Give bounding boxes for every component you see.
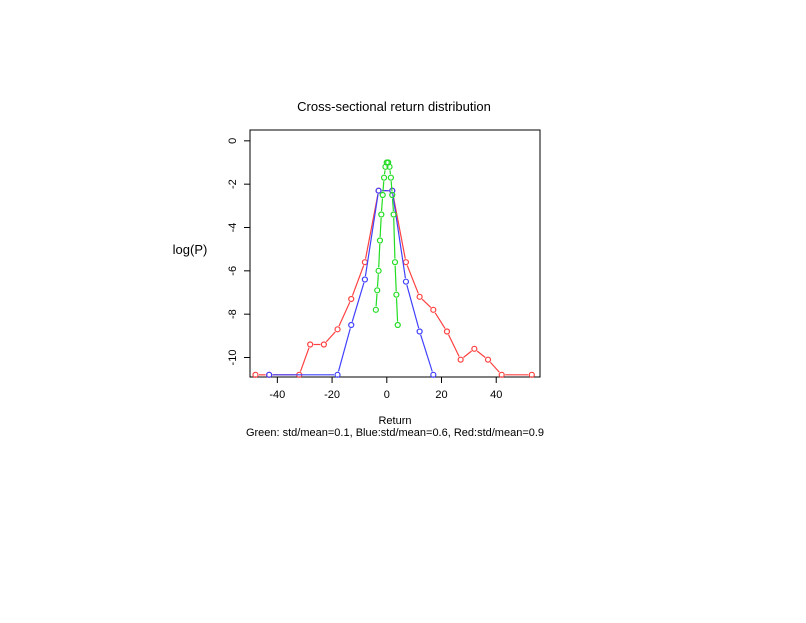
series-segment (394, 265, 397, 292)
series-segment (406, 265, 419, 294)
data-point (320, 341, 327, 348)
chart-title: Cross-sectional return distribution (297, 99, 491, 114)
data-point (528, 371, 535, 378)
series-segment (338, 301, 351, 327)
data-point (372, 306, 379, 313)
data-point (416, 293, 423, 300)
series-segment (299, 347, 310, 372)
data-point (389, 191, 396, 199)
series-segment (489, 361, 500, 373)
data-point (374, 287, 381, 294)
y-axis: 0 -2 -4 -6 -8 -10 (227, 138, 250, 366)
series-segment (390, 181, 393, 192)
data-point (378, 211, 385, 218)
series-segment (375, 293, 378, 307)
data-point (394, 321, 401, 329)
y-tick-label: -4 (227, 223, 239, 233)
data-point (387, 174, 394, 181)
series-segment (395, 298, 399, 322)
data-point (430, 371, 437, 378)
plot-series (252, 159, 535, 378)
data-point (393, 291, 400, 298)
data-point (307, 341, 314, 348)
series-segment (351, 265, 365, 296)
series-segment (463, 350, 472, 358)
y-axis-label: log(P) (173, 242, 208, 257)
x-tick-label: 40 (490, 389, 502, 401)
series-segment (421, 298, 432, 308)
y-tick-label: -2 (227, 179, 239, 189)
data-point (348, 295, 355, 303)
data-point (334, 371, 341, 378)
series-segment (325, 331, 336, 343)
data-point (376, 237, 384, 244)
series-segment (378, 243, 381, 268)
data-point (252, 371, 259, 378)
y-tick-label: -6 (227, 266, 239, 276)
data-point (471, 345, 478, 352)
series-segment (447, 334, 460, 357)
data-point (390, 211, 397, 218)
x-tick-label: 20 (435, 389, 447, 401)
chart-caption: Green: std/mean=0.1, Blue:std/mean=0.6, … (246, 427, 544, 439)
series-2 (372, 159, 401, 329)
series-segment (391, 198, 394, 212)
data-point (457, 356, 464, 363)
series-segment (351, 282, 365, 322)
series-segment (382, 181, 385, 192)
data-point (266, 371, 273, 378)
series-segment (392, 194, 407, 279)
data-point (361, 276, 369, 283)
data-point (443, 328, 451, 335)
data-point (391, 259, 399, 266)
x-axis: -40 -20 0 20 40 (269, 377, 502, 401)
series-1 (266, 187, 437, 378)
series-segment (476, 350, 486, 358)
x-axis-label: Return (378, 415, 411, 427)
y-tick-label: 0 (227, 138, 239, 144)
series-segment (364, 194, 379, 277)
series-segment (420, 334, 433, 372)
series-segment (406, 284, 420, 329)
data-point (375, 187, 382, 194)
data-point (361, 259, 369, 266)
data-point (379, 191, 386, 199)
series-segment (393, 217, 396, 259)
x-tick-label: -40 (269, 389, 285, 401)
data-point (334, 326, 341, 333)
data-point (402, 278, 410, 285)
data-point (430, 306, 437, 313)
data-point (402, 259, 410, 266)
data-point (375, 267, 382, 274)
series-segment (337, 328, 351, 372)
y-tick-label: -8 (227, 309, 239, 319)
data-point (386, 163, 393, 170)
y-tick-label: -10 (227, 350, 239, 366)
x-tick-label: 0 (384, 389, 390, 401)
data-point (348, 321, 355, 329)
series-segment (376, 274, 379, 287)
series-segment (380, 198, 384, 212)
plot-frame (249, 129, 541, 378)
x-tick-label: -20 (324, 389, 340, 401)
data-point (380, 174, 388, 181)
series-segment (379, 217, 382, 238)
data-point (484, 356, 492, 363)
series-segment (434, 312, 446, 329)
data-point (498, 371, 505, 378)
data-point (416, 328, 423, 335)
